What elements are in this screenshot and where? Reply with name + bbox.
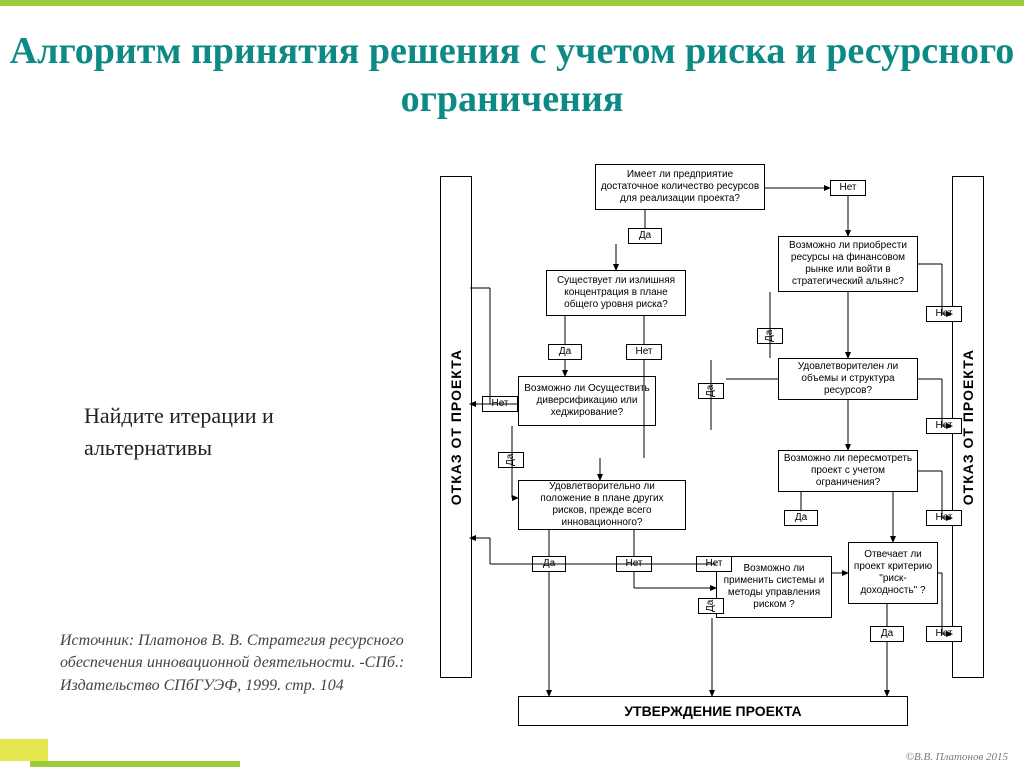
q1-box: Имеет ли предприятие достаточное количес… (595, 164, 765, 210)
accent-top (0, 0, 1024, 6)
q9-no: Нет (926, 626, 962, 642)
q6-no: Нет (926, 510, 962, 526)
q2-yes: Да (757, 328, 783, 344)
slide: Алгоритм принятия решения с учетом риска… (0, 0, 1024, 767)
q5-yes: Да (498, 452, 524, 468)
q4-yes: Да (698, 383, 724, 399)
q3-no: Нет (626, 344, 662, 360)
accent-bottom-yellow (0, 739, 48, 761)
q5-box: Возможно ли Осуществить диверсификацию и… (518, 376, 656, 426)
q8-no: Нет (696, 556, 732, 572)
slide-subtitle: Найдите итерации и альтернативы (84, 400, 364, 464)
q7-box: Удовлетворительно ли положение в плане д… (518, 480, 686, 530)
flowchart: ОТКАЗ ОТ ПРОЕКТА ОТКАЗ ОТ ПРОЕКТА УТВЕРЖ… (430, 158, 1000, 733)
q2-box: Возможно ли приобрести ресурсы на финанс… (778, 236, 918, 292)
q6-box: Возможно ли пересмотреть проект с учетом… (778, 450, 918, 492)
q9-box: Отвечает ли проект критерию "риск-доходн… (848, 542, 938, 604)
approve-bar: УТВЕРЖДЕНИЕ ПРОЕКТА (518, 696, 908, 726)
q9-yes: Да (870, 626, 904, 642)
source-citation: Источник: Платонов В. В. Стратегия ресур… (60, 630, 420, 697)
q3-yes: Да (548, 344, 582, 360)
q7-no: Нет (616, 556, 652, 572)
q4-no: Нет (926, 418, 962, 434)
reject-left-label: ОТКАЗ ОТ ПРОЕКТА (448, 349, 464, 505)
q4-box: Удовлетворителен ли объемы и структура р… (778, 358, 918, 400)
q8-box: Возможно ли применить системы и методы у… (716, 556, 832, 618)
q5-no: Нет (482, 396, 518, 412)
q3-box: Существует ли излишняя концентрация в пл… (546, 270, 686, 316)
reject-left-bar: ОТКАЗ ОТ ПРОЕКТА (440, 176, 472, 678)
copyright: ©В.В. Платонов 2015 (906, 751, 1008, 763)
q2-no: Нет (926, 306, 962, 322)
reject-right-label: ОТКАЗ ОТ ПРОЕКТА (960, 349, 976, 505)
q6-yes: Да (784, 510, 818, 526)
q1-yes: Да (628, 228, 662, 244)
q1-no: Нет (830, 180, 866, 196)
q7-yes: Да (532, 556, 566, 572)
accent-bottom-green (30, 761, 240, 767)
approve-label: УТВЕРЖДЕНИЕ ПРОЕКТА (624, 703, 801, 719)
slide-title: Алгоритм принятия решения с учетом риска… (0, 28, 1024, 123)
q8-yes: Да (698, 598, 724, 614)
